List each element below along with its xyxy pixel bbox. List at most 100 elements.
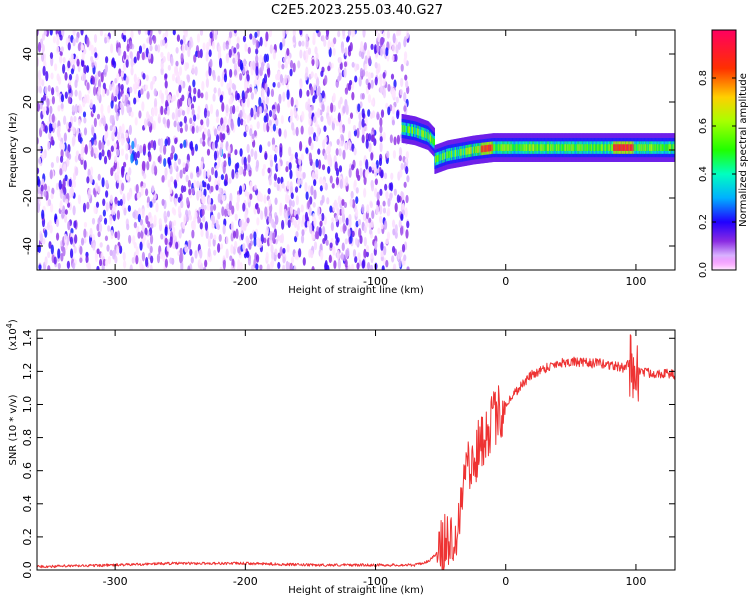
spectrogram-cell (263, 115, 267, 123)
spectrogram-ridge-cell (646, 144, 649, 151)
spectrogram-ridge-cell (627, 144, 629, 151)
spectrogram-cell (154, 44, 158, 52)
spectrogram-ridge-cell (648, 144, 650, 151)
spectrogram-ridge-cell (614, 144, 617, 151)
spectrogram-cell (219, 95, 223, 103)
spectrogram-cell (325, 146, 330, 155)
spectrogram-cell (203, 181, 207, 188)
spectrogram-cell (51, 87, 55, 96)
spectrogram-cell (206, 148, 211, 156)
spectrogram-cell (160, 138, 164, 149)
spectrogram-cell (97, 79, 102, 90)
spectrogram-cell (347, 264, 351, 270)
spectrogram-ridge-cell (603, 144, 606, 151)
spectrogram-cell (322, 179, 326, 190)
spectrogram-cell (379, 77, 383, 86)
spectrogram-cell (289, 262, 293, 270)
spectrogram-cell (178, 66, 183, 76)
spectrogram-ridge-cell (635, 144, 638, 151)
spectrogram-cell (314, 72, 318, 80)
spectrogram-ridge-cell (573, 144, 575, 151)
spectrogram-cell (243, 131, 247, 138)
spectrogram-cell (321, 164, 326, 171)
spectrogram-ridge-cell (624, 144, 626, 151)
spectrogram-cell (265, 229, 269, 240)
spectrogram-ridge-cell (625, 144, 627, 151)
spectrogram-cell (210, 185, 214, 193)
spectrogram-cell (261, 87, 265, 98)
spectrogram-ridge-cell (606, 144, 608, 151)
spectrogram-cell (172, 30, 176, 36)
spectrogram-ridge-cell (535, 144, 537, 151)
spectrogram-cell (37, 102, 40, 112)
spectrogram-cell (63, 163, 67, 172)
spectrogram-ridge-cell (512, 144, 514, 151)
spectrogram-ridge-cell (531, 144, 533, 151)
spectrogram-ridge-cell (406, 125, 408, 133)
spectrogram-cell (324, 136, 328, 143)
spectrogram-ridge-cell (436, 155, 439, 162)
spectrogram-cell (59, 141, 63, 150)
x-tick-label: -200 (233, 575, 258, 588)
spectrogram-cell (238, 165, 242, 176)
spectrogram-cell (296, 171, 300, 179)
spectrogram-cell (308, 110, 312, 120)
spectrogram-cell (187, 97, 191, 107)
spectrogram-cell (180, 261, 184, 270)
spectrogram-cell (188, 214, 193, 221)
spectrogram-cell (234, 149, 238, 156)
spectrogram-cell (38, 85, 42, 94)
y-tick-label: 40 (21, 47, 34, 61)
spectrogram-x-label: Height of straight line (km) (288, 285, 424, 296)
spectrogram-cell (335, 81, 339, 88)
spectrogram-cell (104, 36, 108, 44)
spectrogram-cell (136, 76, 140, 85)
spectrogram-cell (62, 246, 66, 257)
spectrogram-cell (343, 67, 347, 78)
spectrogram-cell (153, 165, 158, 173)
spectrogram-cell (374, 76, 378, 86)
spectrogram-cell (295, 214, 299, 221)
spectrogram-cell (74, 155, 78, 163)
spectrogram-cell (403, 36, 408, 42)
spectrogram-cell (328, 254, 332, 264)
spectrogram-cell (310, 126, 314, 135)
spectrogram-cell (391, 245, 396, 253)
spectrogram-cell (82, 111, 87, 118)
spectrogram-cell (93, 205, 97, 214)
spectrogram-cell (75, 150, 80, 157)
spectrogram-cell (253, 79, 257, 87)
spectrogram-cell (186, 196, 190, 206)
spectrogram-cell (102, 116, 107, 127)
spectrogram-cell (391, 55, 395, 62)
spectrogram-cell (120, 137, 125, 146)
spectrogram-cell (72, 180, 77, 188)
spectrogram-cell (204, 259, 208, 268)
spectrogram-ridge-cell (650, 144, 653, 151)
spectrogram-cell (41, 209, 45, 220)
spectrogram-ridge-cell (509, 144, 511, 151)
spectrogram-cell (326, 197, 330, 205)
spectrogram-cell (256, 207, 261, 215)
spectrogram-cell (361, 108, 365, 119)
spectrogram-ridge-cell (500, 144, 503, 151)
spectrogram-cell (293, 265, 297, 270)
spectrogram-cell (166, 51, 171, 62)
spectrogram-cell (242, 120, 247, 127)
spectrogram-cell (86, 37, 90, 48)
spectrogram-cell (196, 180, 200, 189)
spectrogram-cell (92, 103, 96, 114)
spectrogram-cell (374, 61, 378, 69)
spectrogram-cell (46, 140, 51, 151)
spectrogram-cell (296, 223, 300, 232)
colorbar-tick-label: 0.8 (698, 70, 709, 86)
snr-series-line (37, 334, 675, 570)
spectrogram-cell (308, 206, 312, 217)
spectrogram-ridge-cell (514, 144, 517, 151)
spectrogram-cell (146, 90, 150, 100)
spectrogram-cell (246, 250, 250, 258)
spectrogram-cell (244, 91, 248, 100)
spectrogram-cell (275, 214, 279, 225)
spectrogram-ridge-cell (623, 144, 625, 151)
spectrogram-cell (295, 230, 299, 238)
